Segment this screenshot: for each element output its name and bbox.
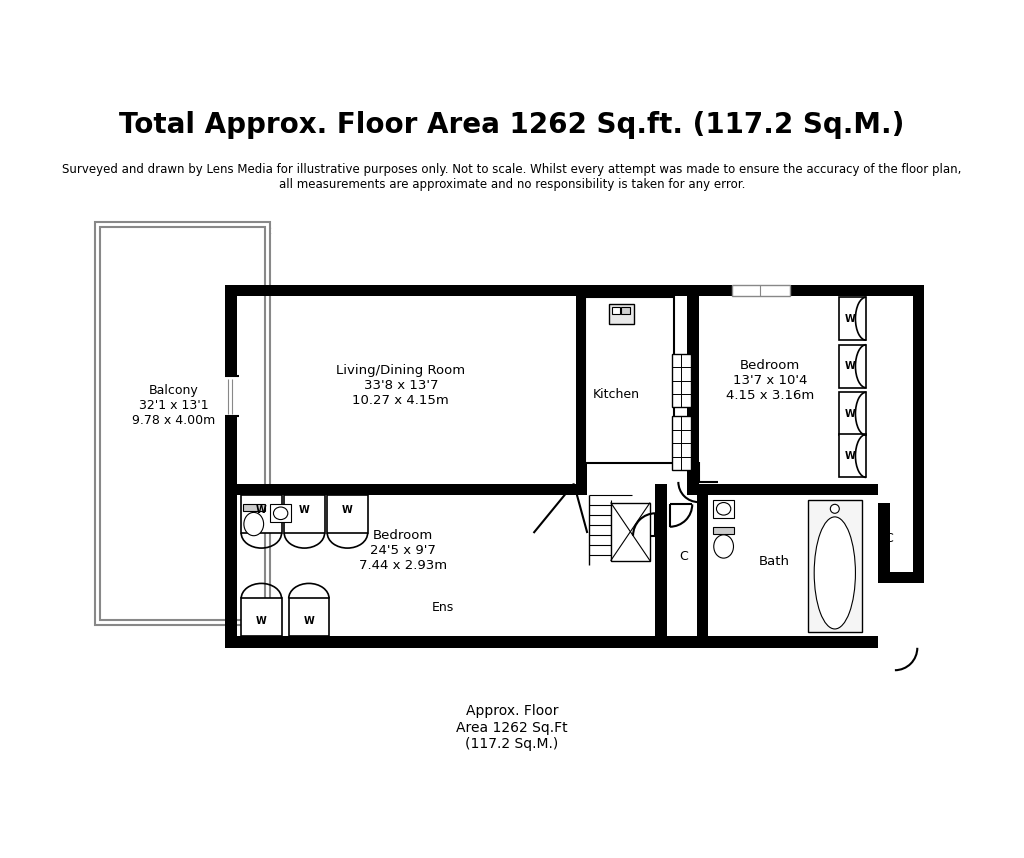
Bar (242, 495, 282, 533)
Bar (100, 227, 264, 620)
Bar (225, 636, 853, 648)
Bar (237, 484, 575, 495)
Text: W: W (845, 451, 855, 461)
Text: W: W (256, 616, 266, 626)
Text: Balcony
32'1 x 13'1
9.78 x 4.00m: Balcony 32'1 x 13'1 9.78 x 4.00m (132, 384, 215, 427)
Bar (225, 636, 878, 648)
Text: W: W (342, 505, 353, 516)
Ellipse shape (714, 535, 733, 558)
Bar (698, 484, 878, 495)
Ellipse shape (244, 512, 263, 535)
Bar (840, 345, 866, 388)
Bar (732, 285, 790, 296)
Bar (225, 285, 237, 648)
Bar (243, 505, 264, 511)
Text: Bedroom
13'7 x 10'4
4.15 x 3.16m: Bedroom 13'7 x 10'4 4.15 x 3.16m (726, 360, 814, 402)
Bar (672, 416, 691, 470)
Bar (95, 222, 270, 625)
Bar (242, 599, 282, 636)
Bar (612, 307, 620, 314)
Ellipse shape (814, 517, 855, 629)
Text: C: C (885, 532, 893, 545)
Bar (878, 503, 890, 583)
Bar (672, 353, 691, 408)
Bar (808, 500, 862, 631)
Bar (270, 505, 292, 523)
Bar (840, 392, 866, 435)
Text: W: W (299, 505, 310, 516)
Bar (878, 571, 925, 583)
Bar (713, 500, 734, 517)
Bar (912, 285, 925, 549)
Text: W: W (256, 505, 266, 516)
Text: Bedroom
24'5 x 9'7
7.44 x 2.93m: Bedroom 24'5 x 9'7 7.44 x 2.93m (358, 529, 446, 572)
Text: Bath: Bath (759, 555, 790, 568)
Text: W: W (303, 616, 314, 626)
Bar (912, 549, 925, 571)
Bar (840, 434, 866, 477)
Bar (840, 297, 866, 341)
Text: Kitchen: Kitchen (593, 388, 640, 401)
Ellipse shape (717, 503, 731, 515)
Bar (243, 505, 264, 511)
Text: C: C (679, 550, 688, 564)
Bar (696, 495, 709, 636)
Bar (328, 495, 368, 533)
Bar (289, 599, 329, 636)
Bar (622, 307, 631, 314)
Text: W: W (845, 408, 855, 419)
Text: W: W (845, 361, 855, 372)
Bar (585, 297, 674, 463)
Bar (609, 305, 634, 324)
Bar (610, 503, 650, 561)
Text: Living/Dining Room
33'8 x 13'7
10.27 x 4.15m: Living/Dining Room 33'8 x 13'7 10.27 x 4… (336, 364, 465, 407)
Circle shape (830, 505, 840, 513)
Text: Surveyed and drawn by Lens Media for illustrative purposes only. Not to scale. W: Surveyed and drawn by Lens Media for ill… (62, 163, 962, 191)
Bar (225, 285, 925, 296)
Bar (713, 527, 734, 534)
Text: Approx. Floor
Area 1262 Sq.Ft
(117.2 Sq.M.): Approx. Floor Area 1262 Sq.Ft (117.2 Sq.… (456, 704, 568, 751)
Text: W: W (845, 314, 855, 323)
Bar (225, 376, 237, 416)
Bar (285, 495, 325, 533)
Bar (575, 285, 588, 495)
Bar (687, 285, 698, 495)
Text: Total Approx. Floor Area 1262 Sq.ft. (117.2 Sq.M.): Total Approx. Floor Area 1262 Sq.ft. (11… (120, 111, 904, 139)
Bar (732, 285, 790, 296)
Text: Ens: Ens (431, 601, 454, 614)
Ellipse shape (273, 507, 288, 520)
Bar (655, 484, 667, 636)
Bar (713, 527, 734, 534)
